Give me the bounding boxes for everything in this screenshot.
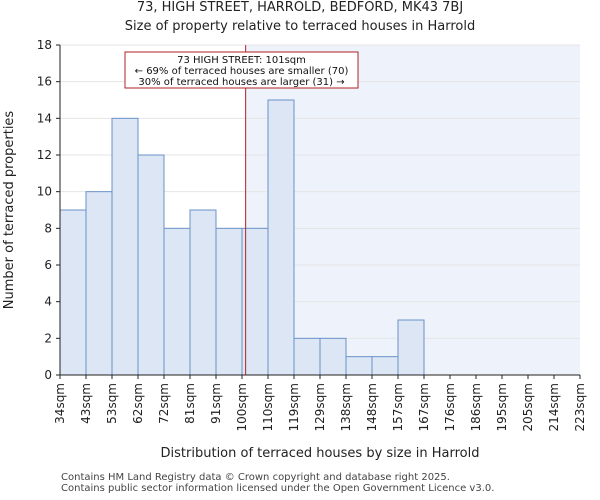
histogram-bar: [371, 356, 399, 376]
y-tick-label: 14: [37, 111, 52, 125]
x-tick-label: 167sqm: [417, 383, 431, 431]
chart-subtitle: Size of property relative to terraced ho…: [124, 19, 476, 34]
histogram-bar: [241, 227, 269, 376]
x-tick-label: 72sqm: [157, 383, 171, 424]
histogram-bar: [319, 337, 347, 376]
y-tick-label: 10: [37, 185, 52, 199]
annotation-line-2: ← 69% of terraced houses are smaller (70…: [135, 66, 349, 77]
x-tick-label: 157sqm: [391, 383, 405, 431]
chart-title: 73, HIGH STREET, HARROLD, BEDFORD, MK43 …: [136, 0, 464, 15]
x-tick-label: 119sqm: [287, 383, 301, 431]
histogram-bar: [293, 337, 321, 376]
annotation-box: [124, 51, 359, 89]
y-axis-label: Number of terraced properties: [2, 111, 17, 310]
x-tick-label: 129sqm: [313, 383, 327, 431]
x-tick-label: 186sqm: [469, 383, 483, 431]
y-tick-label: 16: [37, 75, 52, 89]
histogram-bar: [85, 191, 113, 376]
x-tick-label: 176sqm: [443, 383, 457, 431]
x-tick-label: 91sqm: [209, 383, 223, 424]
x-tick-label: 110sqm: [261, 383, 275, 431]
y-tick-label: 6: [44, 258, 52, 272]
histogram-bar: [111, 117, 139, 376]
annotation-line-1: 73 HIGH STREET: 101sqm: [177, 55, 306, 66]
x-tick-label: 43sqm: [79, 383, 93, 424]
y-tick-label: 0: [44, 368, 52, 382]
x-tick-label: 62sqm: [131, 383, 145, 424]
y-tick-label: 12: [37, 148, 52, 162]
x-axis-label: Distribution of terraced houses by size …: [161, 446, 480, 461]
histogram-bar: [137, 154, 165, 376]
x-tick-label: 148sqm: [365, 383, 379, 431]
x-tick-label: 214sqm: [547, 383, 561, 431]
y-tick-label: 8: [44, 221, 52, 235]
x-tick-label: 34sqm: [53, 383, 67, 424]
annotation-line-3: 30% of terraced houses are larger (31) →: [138, 77, 344, 88]
footer-line-2: Contains public sector information licen…: [61, 483, 495, 494]
x-tick-label: 223sqm: [573, 383, 587, 431]
histogram-bar: [345, 356, 373, 376]
x-tick-label: 205sqm: [521, 383, 535, 431]
histogram-bar: [163, 227, 191, 376]
x-tick-label: 195sqm: [495, 383, 509, 431]
histogram-bar: [215, 227, 243, 376]
footer-line-1: Contains HM Land Registry data © Crown c…: [61, 472, 450, 483]
y-tick-label: 2: [44, 331, 52, 345]
histogram-bar: [397, 319, 425, 376]
y-tick-label: 18: [37, 38, 52, 52]
histogram-bar: [59, 209, 87, 376]
x-tick-label: 53sqm: [105, 383, 119, 424]
x-tick-label: 138sqm: [339, 383, 353, 431]
x-tick-label: 100sqm: [235, 383, 249, 431]
histogram-bar: [267, 99, 295, 376]
y-tick-label: 4: [44, 295, 52, 309]
x-tick-label: 81sqm: [183, 383, 197, 424]
histogram-bar: [189, 209, 217, 376]
